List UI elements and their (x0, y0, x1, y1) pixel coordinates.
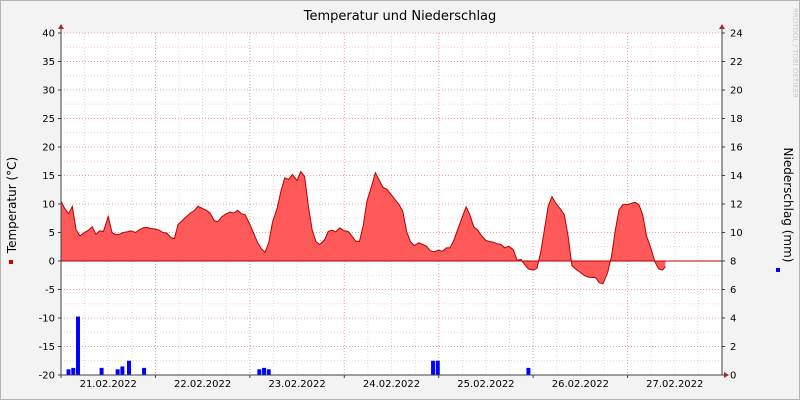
precipitation-bar (526, 367, 531, 375)
y-left-tick-label: 40 (42, 29, 55, 40)
x-tick-label: 24.02.2022 (363, 379, 420, 390)
y-right-tick-label: 0 (730, 371, 736, 382)
y-right-tick-label: 24 (730, 29, 743, 40)
plot-area (60, 170, 722, 375)
y-right-axis-label: Niederschlag (mm) (781, 148, 795, 263)
y-left-tick-label: -10 (39, 314, 55, 325)
y-left-tick-label: -20 (39, 371, 55, 382)
x-tick-label: 27.02.2022 (646, 379, 703, 390)
y-right-tick-label: 18 (730, 114, 743, 125)
precipitation-bar (66, 369, 71, 375)
x-axis-arrow (724, 372, 729, 378)
chart-title: Temperatur und Niederschlag (303, 9, 497, 24)
x-tick-label: 26.02.2022 (552, 379, 609, 390)
y-right-tick-label: 10 (730, 228, 743, 239)
y-left-tick-label: 30 (42, 86, 55, 97)
y-left-axis-arrow (58, 24, 64, 29)
y-right-tick-label: 4 (730, 314, 736, 325)
y-left-tick-label: 20 (42, 143, 55, 154)
precipitation-bar (257, 369, 262, 375)
y-left-tick-label: 10 (42, 200, 55, 211)
y-right-tick-label: 6 (730, 285, 736, 296)
y-right-tick-label: 14 (730, 171, 743, 182)
x-tick-label: 21.02.2022 (80, 379, 137, 390)
y-left-tick-label: 35 (42, 57, 55, 68)
y-left-tick-label: 5 (49, 228, 55, 239)
precipitation-bar (76, 316, 80, 375)
y-right-tick-label: 8 (730, 257, 736, 268)
rrdtool-watermark: RRDTOOL / TOBI OETIKER (791, 8, 799, 98)
precipitation-legend-marker (776, 268, 780, 272)
precipitation-bar (127, 360, 131, 375)
precipitation-bar (120, 366, 125, 375)
temperature-line (60, 170, 666, 285)
y-right-tick-label: 20 (730, 86, 743, 97)
temperature-legend-marker (9, 260, 13, 264)
y-left-tick-label: -5 (45, 285, 55, 296)
y-right-tick-label: 2 (730, 342, 736, 353)
x-tick-label: 23.02.2022 (268, 379, 325, 390)
y-right-tick-label: 12 (730, 200, 743, 211)
precipitation-bar (142, 367, 147, 375)
y-right-tick-label: 16 (730, 143, 743, 154)
precipitation-bar (266, 369, 271, 375)
y-left-tick-label: 25 (42, 114, 55, 125)
precipitation-bar (262, 367, 267, 375)
y-right-axis-arrow (719, 24, 725, 29)
precipitation-bar (435, 360, 440, 375)
y-left-axis-label: Temperatur (°C) (5, 157, 19, 254)
axes: -20-15-10-505101520253035400246810121416… (39, 24, 743, 390)
precipitation-bar (99, 367, 104, 375)
precipitation-bar (431, 360, 436, 375)
y-left-tick-label: 0 (49, 257, 55, 268)
y-left-tick-label: -15 (39, 342, 55, 353)
y-left-tick-label: 15 (42, 171, 55, 182)
x-tick-label: 25.02.2022 (457, 379, 514, 390)
x-tick-label: 22.02.2022 (174, 379, 231, 390)
precipitation-bar (115, 369, 120, 375)
precipitation-bar (71, 367, 76, 375)
y-right-tick-label: 22 (730, 57, 743, 68)
